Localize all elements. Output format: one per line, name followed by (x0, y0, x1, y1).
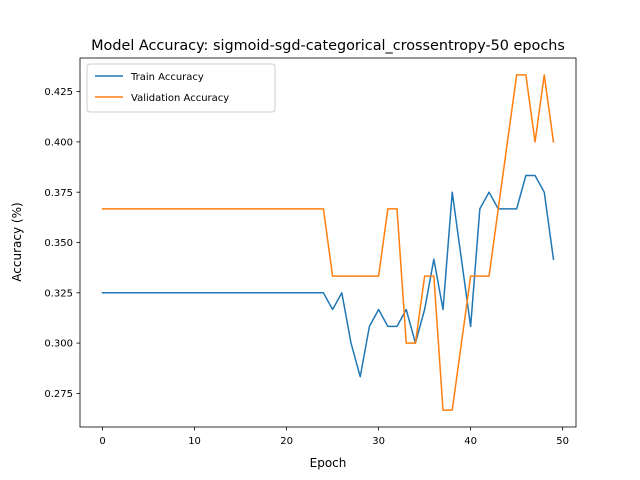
x-axis: 0 10 20 30 40 50 (99, 427, 569, 447)
y-tick-label: 0.300 (44, 339, 73, 350)
x-tick-label: 10 (188, 436, 201, 447)
x-tick-label: 20 (280, 436, 293, 447)
series-line-1 (101, 174, 555, 378)
legend: Train Accuracy Validation Accuracy (86, 63, 276, 113)
y-tick-label: 0.350 (44, 238, 73, 249)
legend-label-2: Validation Accuracy (131, 93, 229, 104)
y-tick-label: 0.375 (44, 188, 73, 199)
chart-title: Model Accuracy: sigmoid-sgd-categorical_… (91, 38, 565, 54)
y-tick-label: 0.400 (44, 138, 73, 149)
y-tick-label: 0.325 (44, 288, 73, 299)
x-tick-label: 30 (372, 436, 385, 447)
legend-label-1: Train Accuracy (130, 72, 204, 83)
x-tick-label: 50 (556, 436, 569, 447)
legend-box (86, 63, 276, 113)
y-tick-label: 0.275 (44, 389, 73, 400)
y-tick-label: 0.425 (44, 87, 73, 98)
series-line-2 (101, 74, 555, 411)
y-axis: 0.275 0.300 0.325 0.350 0.375 0.400 0.425 (44, 87, 80, 400)
y-axis-label: Accuracy (%) (10, 202, 24, 281)
x-axis-label: Epoch (310, 456, 347, 470)
x-tick-label: 40 (464, 436, 477, 447)
x-tick-label: 0 (99, 436, 105, 447)
